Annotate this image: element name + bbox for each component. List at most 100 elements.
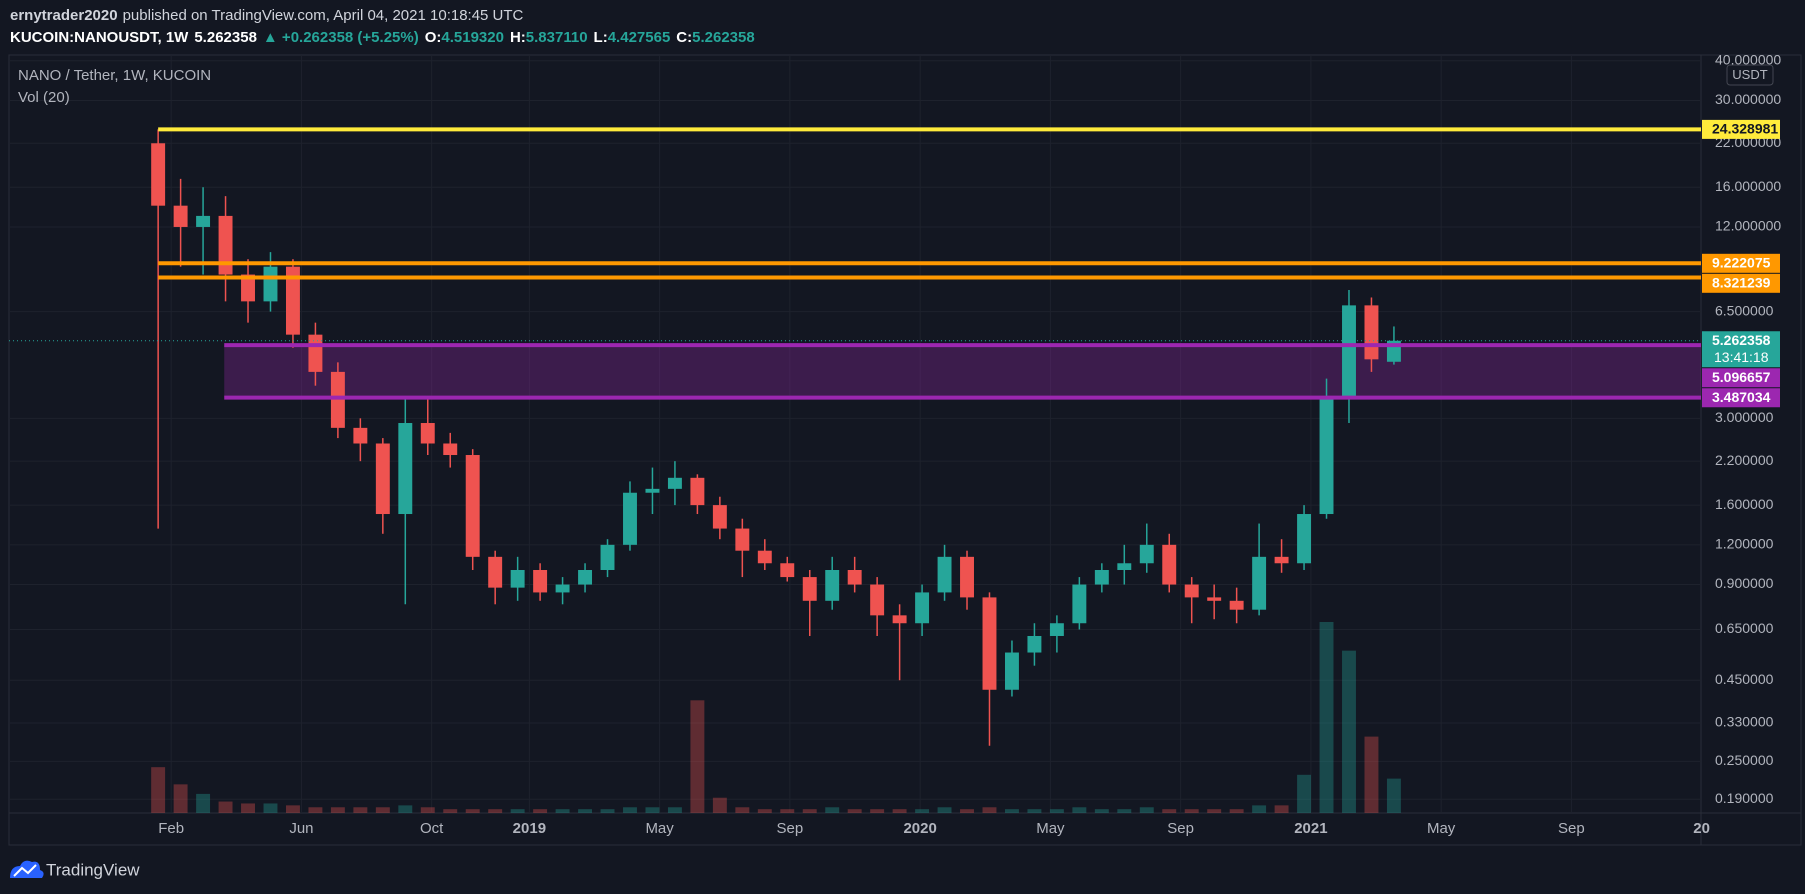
ohlc-label: O: xyxy=(425,29,442,46)
x-tick-label: Sep xyxy=(777,820,804,837)
volume-bar xyxy=(892,809,907,813)
candle-body xyxy=(1184,584,1199,598)
volume-bar xyxy=(330,807,345,813)
candle-body xyxy=(1342,305,1356,398)
volume-bar xyxy=(1117,809,1132,813)
volume-bar xyxy=(690,700,705,813)
candle-body xyxy=(1049,623,1064,636)
change: ▲ +0.262358 (+5.25%) xyxy=(263,29,419,46)
candle-body xyxy=(915,592,930,624)
volume-bar xyxy=(241,803,255,813)
volume-bar xyxy=(1162,809,1177,813)
volume-bar xyxy=(1297,774,1312,813)
volume-bar xyxy=(1342,650,1356,813)
candle-body xyxy=(488,556,503,588)
volume-bar xyxy=(465,809,480,813)
y-tick-label: 0.650000 xyxy=(1715,620,1774,636)
volume-bar xyxy=(1049,809,1064,813)
candle-body xyxy=(465,455,480,557)
volume-bar xyxy=(600,809,615,813)
legend-indicator: Vol (20) xyxy=(18,89,70,106)
candle-body xyxy=(1162,544,1177,585)
volume-bar xyxy=(375,807,390,813)
volume-bar xyxy=(1094,809,1109,813)
candle-body xyxy=(263,266,278,302)
volume-bar xyxy=(443,809,458,813)
currency: USDT xyxy=(1732,67,1767,82)
volume-bar xyxy=(667,807,682,813)
price-label-box xyxy=(1702,368,1780,388)
x-tick-label: May xyxy=(645,820,674,837)
candles xyxy=(151,129,1401,746)
volume-bar xyxy=(555,809,570,813)
price-label-box xyxy=(1702,331,1780,368)
x-tick-label: Sep xyxy=(1167,820,1194,837)
volume-bar xyxy=(308,807,323,813)
candle-body xyxy=(1297,514,1312,564)
candle-body xyxy=(690,477,705,506)
ohlc-label: C: xyxy=(676,29,692,46)
candle-body xyxy=(1364,305,1379,360)
footer-brand: TradingView xyxy=(46,860,140,879)
volume-bar xyxy=(870,809,885,813)
candle-body xyxy=(398,423,413,515)
volume-bar xyxy=(398,805,413,813)
volume-bar xyxy=(937,807,952,813)
volume-bar xyxy=(645,807,660,813)
ohlc-value: 4.427565 xyxy=(608,29,671,46)
volume-bar xyxy=(173,784,188,813)
zone-layer xyxy=(224,345,1701,398)
candle-body xyxy=(712,505,727,529)
volume-bar xyxy=(285,805,300,813)
volume-bar xyxy=(757,809,772,813)
y-tick-label: 16.000000 xyxy=(1715,178,1781,194)
candle-body xyxy=(241,274,255,302)
volume-bar xyxy=(982,807,997,813)
volume-bar xyxy=(263,803,278,813)
levels xyxy=(9,127,1701,400)
x-tick-label: May xyxy=(1036,820,1065,837)
y-tick-label: 0.330000 xyxy=(1715,714,1774,730)
price-label: 8.321239 xyxy=(1712,275,1771,291)
candle-body xyxy=(1072,584,1087,624)
candle-body xyxy=(1004,652,1019,690)
candle-body xyxy=(847,569,862,585)
candle-body xyxy=(1094,569,1109,585)
candle-body xyxy=(1139,544,1154,564)
x-tick-label: Sep xyxy=(1558,820,1585,837)
candle-body xyxy=(600,544,615,570)
volume-bar xyxy=(151,767,166,813)
price-label-box xyxy=(1702,119,1780,139)
x-tick-label: 20 xyxy=(1693,820,1710,837)
candle-body xyxy=(780,563,795,578)
candle-body xyxy=(308,334,323,372)
axes: 40.00000030.00000022.00000016.00000012.0… xyxy=(158,51,1781,837)
x-tick-label: 2019 xyxy=(513,820,546,837)
x-tick-label: May xyxy=(1427,820,1456,837)
volume-bar xyxy=(1386,778,1401,813)
candle-body xyxy=(420,423,435,444)
volume-bar xyxy=(825,807,840,813)
candle-body xyxy=(173,205,188,227)
y-tick-label: 0.450000 xyxy=(1715,671,1774,687)
volume-bar xyxy=(1229,809,1244,813)
volume-bar xyxy=(712,797,727,813)
ohlc-value: 4.519320 xyxy=(441,29,504,46)
volume-bar xyxy=(1004,809,1019,813)
y-tick-label: 1.200000 xyxy=(1715,536,1774,552)
candle-body xyxy=(1229,600,1244,610)
price-label: 5.096657 xyxy=(1712,369,1771,385)
y-tick-label: 12.000000 xyxy=(1715,218,1781,234)
x-tick-label: 2021 xyxy=(1294,820,1327,837)
price-label-box xyxy=(1702,273,1780,293)
candle-body xyxy=(623,492,637,545)
candle-body xyxy=(667,477,682,489)
volume-bar xyxy=(353,807,368,813)
pane-border xyxy=(8,54,1802,846)
y-tick-label: 2.200000 xyxy=(1715,452,1774,468)
volume-bar xyxy=(533,809,548,813)
candle-body xyxy=(892,615,907,624)
volume-bar xyxy=(915,809,930,813)
